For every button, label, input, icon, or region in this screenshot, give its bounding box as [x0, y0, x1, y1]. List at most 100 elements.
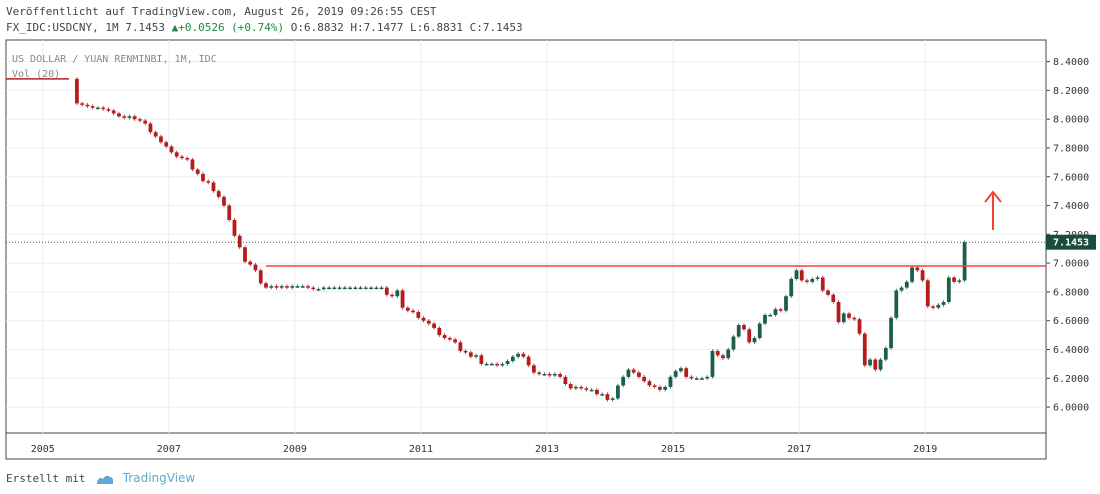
candle	[805, 280, 809, 282]
candle	[468, 352, 473, 357]
chart-title: US DOLLAR / YUAN RENMINBI, 1M, IDC	[12, 54, 217, 65]
candle	[878, 359, 883, 370]
up-arrow-icon: ▲	[171, 21, 179, 34]
candle	[400, 290, 405, 308]
candle	[437, 327, 442, 336]
candle	[925, 280, 930, 307]
candle	[353, 287, 358, 290]
published-line: Veröffentlicht auf TradingView.com, Augu…	[6, 5, 436, 18]
candle	[390, 294, 394, 297]
price-badge-bg	[1046, 234, 1096, 250]
candle	[941, 302, 946, 305]
candle	[274, 286, 279, 288]
y-tick-label: 8.2000	[1053, 86, 1089, 97]
candle	[174, 152, 179, 157]
candle	[810, 278, 815, 282]
candle	[264, 283, 268, 288]
candle	[768, 314, 773, 317]
candle	[374, 287, 379, 290]
volume-indicator-label: Vol (20)	[12, 69, 60, 80]
x-tick-labels: 2005 2007 2009 2011 2013 2015 2017 2019	[31, 444, 938, 455]
symbol-line: FX_IDC:USDCNY, 1M 7.1453 ▲+0.0526 (+0.74…	[6, 21, 523, 34]
candle	[574, 386, 578, 389]
candle	[726, 349, 731, 359]
candle	[852, 317, 857, 320]
candle	[426, 320, 431, 324]
candle	[778, 309, 783, 311]
y-tick-label: 7.8000	[1053, 143, 1089, 154]
y-tick-label: 6.8000	[1053, 287, 1089, 298]
candle	[111, 110, 116, 114]
candle	[705, 376, 710, 379]
y-tick-label: 6.2000	[1053, 374, 1089, 385]
candle	[395, 290, 400, 297]
candle	[920, 270, 925, 281]
candle	[85, 104, 90, 107]
candle	[616, 385, 620, 399]
candle	[295, 286, 300, 288]
candle	[479, 355, 484, 364]
candle	[106, 109, 111, 111]
candle	[815, 277, 820, 280]
candle	[432, 323, 436, 328]
candle	[658, 386, 662, 390]
candle	[243, 247, 247, 262]
candle	[910, 267, 914, 282]
y-tick-label: 8.4000	[1053, 57, 1089, 68]
candle	[484, 363, 489, 366]
candle	[931, 306, 935, 308]
candle	[505, 361, 510, 364]
x-tick-label: 2005	[31, 444, 55, 455]
candle	[132, 116, 137, 120]
footer: Erstellt mit TradingView	[6, 471, 195, 485]
y-tick-label: 7.0000	[1053, 259, 1089, 270]
x-tick-label: 2011	[409, 444, 433, 455]
candle	[447, 337, 452, 340]
candle	[747, 329, 752, 343]
candle	[637, 372, 641, 377]
candle	[269, 286, 274, 288]
candle	[279, 286, 284, 288]
candle	[453, 339, 457, 343]
candle	[384, 287, 389, 295]
created-with-text: Erstellt mit	[6, 472, 86, 485]
y-tick-label: 6.0000	[1053, 403, 1089, 414]
candle	[379, 287, 384, 290]
x-tick-label: 2015	[661, 444, 685, 455]
candle	[663, 386, 668, 390]
candle	[579, 386, 584, 389]
candle	[127, 116, 132, 118]
up-arrow-annotation[interactable]	[984, 190, 1002, 230]
x-tick-label: 2009	[283, 444, 307, 455]
x-tick-label: 2019	[913, 444, 937, 455]
candle	[621, 376, 626, 386]
tradingview-brand[interactable]: TradingView	[122, 471, 196, 485]
candle	[700, 378, 704, 380]
y-tick-label: 8.0000	[1053, 115, 1089, 126]
time-axis	[5, 432, 1047, 460]
candle	[763, 314, 767, 324]
candle	[526, 356, 531, 366]
candle	[180, 156, 184, 159]
candle	[899, 287, 904, 291]
candle	[216, 191, 221, 197]
candle	[153, 132, 158, 137]
candle	[731, 336, 736, 350]
candle	[416, 312, 421, 318]
candle	[642, 376, 647, 382]
candle	[589, 389, 594, 392]
candle	[80, 103, 85, 105]
candle	[232, 219, 237, 236]
candle	[190, 159, 195, 170]
candle	[857, 319, 862, 334]
candle	[952, 277, 956, 282]
grid	[6, 40, 1046, 433]
candle	[957, 280, 962, 282]
candle	[694, 378, 699, 380]
candle	[563, 376, 568, 385]
candle	[710, 350, 715, 377]
candle	[831, 294, 836, 302]
price-badge-text: 7.1453	[1053, 238, 1089, 249]
candle	[568, 384, 573, 389]
